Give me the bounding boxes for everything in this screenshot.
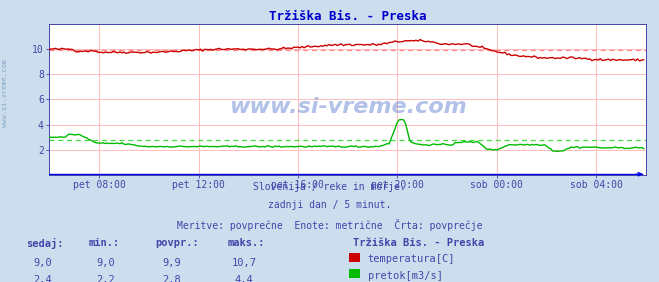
Text: temperatura[C]: temperatura[C] xyxy=(368,254,455,264)
Text: sedaj:: sedaj: xyxy=(26,238,64,249)
Title: Tržiška Bis. - Preska: Tržiška Bis. - Preska xyxy=(269,10,426,23)
Text: pretok[m3/s]: pretok[m3/s] xyxy=(368,271,443,281)
Text: 10,7: 10,7 xyxy=(231,258,256,268)
Text: 2,4: 2,4 xyxy=(34,275,52,282)
Text: 2,8: 2,8 xyxy=(162,275,181,282)
Text: www.si-vreme.com: www.si-vreme.com xyxy=(229,97,467,117)
Text: 9,0: 9,0 xyxy=(96,258,115,268)
Text: Meritve: povprečne  Enote: metrične  Črta: povprečje: Meritve: povprečne Enote: metrične Črta:… xyxy=(177,219,482,231)
Text: povpr.:: povpr.: xyxy=(155,238,198,248)
Text: 2,2: 2,2 xyxy=(96,275,115,282)
Text: maks.:: maks.: xyxy=(227,238,265,248)
Text: min.:: min.: xyxy=(89,238,120,248)
Text: 9,0: 9,0 xyxy=(34,258,52,268)
Text: www.si-vreme.com: www.si-vreme.com xyxy=(2,59,9,127)
Text: 9,9: 9,9 xyxy=(162,258,181,268)
Text: Tržiška Bis. - Preska: Tržiška Bis. - Preska xyxy=(353,238,484,248)
Text: zadnji dan / 5 minut.: zadnji dan / 5 minut. xyxy=(268,200,391,210)
Text: 4,4: 4,4 xyxy=(235,275,253,282)
Text: Slovenija / reke in morje.: Slovenija / reke in morje. xyxy=(253,182,406,192)
